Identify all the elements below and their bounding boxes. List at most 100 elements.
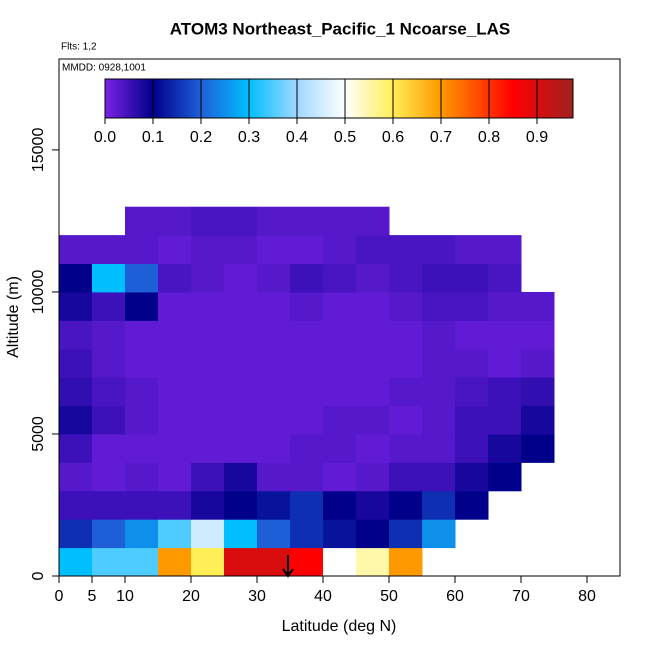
heat-cell [125,206,159,236]
heat-cell [323,405,357,435]
heat-cell [158,291,192,321]
heat-cell [422,405,456,435]
heat-cell [488,433,522,463]
x-tick-label: 70 [512,588,530,605]
heat-cell [323,547,357,577]
heat-cell [488,405,522,435]
heat-cell [191,433,225,463]
heat-cell [290,462,324,492]
heat-cell [224,377,258,407]
heat-cell [356,547,390,577]
heat-cell [389,405,423,435]
heat-cell [92,405,126,435]
heat-cell [158,462,192,492]
heat-cell [191,405,225,435]
heat-cell [59,235,93,265]
heat-cell [389,462,423,492]
heat-cell [92,547,126,577]
heat-cell [59,263,93,293]
heat-cell [290,206,324,236]
heat-cell [389,235,423,265]
heat-cell [257,405,291,435]
heat-cell [389,547,423,577]
heat-cell [323,291,357,321]
heat-cell [323,206,357,236]
colorbar-tick-label: 0.3 [238,129,260,146]
heat-cell [257,490,291,520]
x-tick-label: 20 [182,588,200,605]
heat-cell [356,291,390,321]
x-axis-label: Latitude (deg N) [282,618,397,635]
heat-cell [224,263,258,293]
heat-cell [488,377,522,407]
heat-cell [125,291,159,321]
heat-cell [356,433,390,463]
heat-cell [257,519,291,549]
heat-cell [455,235,489,265]
heat-cell [290,235,324,265]
arrow [282,555,294,578]
heat-cell [488,235,522,265]
heat-cell [92,263,126,293]
heat-cell [158,519,192,549]
heat-cell [158,405,192,435]
y-tick-label: 15000 [30,128,47,173]
heat-cell [224,547,258,577]
heat-cell [455,433,489,463]
heat-cell [158,206,192,236]
heat-cell [59,433,93,463]
heat-cell [323,320,357,350]
heat-cell [224,320,258,350]
heat-cell [191,206,225,236]
x-tick-label: 60 [446,588,464,605]
heat-cell [158,348,192,378]
colorbar-tick-label: 0.1 [142,129,164,146]
heat-cell [422,462,456,492]
heat-cell [455,291,489,321]
heat-cell [290,291,324,321]
colorbar-tick-label: 0.4 [286,129,308,146]
heat-cell [389,291,423,321]
heat-cell [521,377,555,407]
heat-cell [455,462,489,492]
heat-cell [455,263,489,293]
heat-cell [92,519,126,549]
heat-cell [389,377,423,407]
heat-cell [455,377,489,407]
heat-cell [158,490,192,520]
heat-cell [422,377,456,407]
heat-cell [521,433,555,463]
heat-cell [224,519,258,549]
heat-cell [59,291,93,321]
heat-cell [323,235,357,265]
heat-cell [257,263,291,293]
heat-cell [257,206,291,236]
heat-cell [257,235,291,265]
heat-cell [389,263,423,293]
heat-cell [224,291,258,321]
heat-cell [125,377,159,407]
heat-cell [59,462,93,492]
heat-cell [59,320,93,350]
heat-cell [290,263,324,293]
heat-cell [290,320,324,350]
heat-cell [191,462,225,492]
heat-cell [59,490,93,520]
heat-cell [290,547,324,577]
heat-cell [224,462,258,492]
heat-cell [290,433,324,463]
annotation: MMDD: 0928,1001 [62,63,146,74]
heatmap [59,206,555,577]
heat-cell [389,348,423,378]
heat-cell [257,462,291,492]
heat-cell [488,348,522,378]
heat-cell [92,320,126,350]
heat-cell [224,405,258,435]
heat-cell [92,235,126,265]
heat-cell [521,348,555,378]
plot-frame [58,58,621,577]
heat-cell [323,462,357,492]
heat-cell [521,320,555,350]
